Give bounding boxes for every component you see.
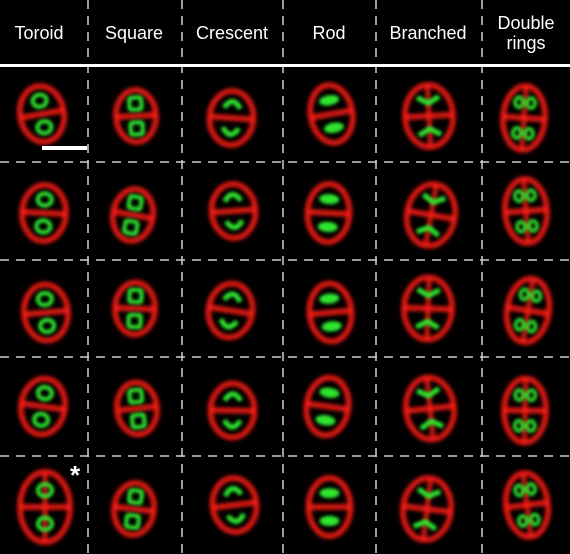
column-header-crescent: Crescent: [195, 23, 269, 43]
cell-double-rings-5: [503, 470, 551, 540]
cell-rod-3: [306, 281, 355, 344]
cell-rod-1: [307, 82, 356, 146]
header-divider-line: [0, 64, 570, 67]
cell-crescent-5: [209, 475, 260, 535]
cell-double-rings-3: [504, 276, 552, 345]
cell-rod-5: [306, 475, 353, 539]
column-header-toroid: Toroid: [14, 23, 64, 43]
column-header-branched: Branched: [389, 23, 467, 43]
cell-rod-2: [304, 181, 353, 245]
column-header-square: Square: [104, 23, 164, 43]
cell-crescent-1: [206, 88, 257, 148]
cell-toroid-5: [17, 469, 73, 545]
column-header-double-rings: Double rings: [497, 13, 555, 53]
cell-branched-4: [403, 375, 457, 442]
asterisk-marker: *: [70, 460, 81, 490]
cell-branched-3: [401, 275, 455, 342]
cell-double-rings-2: [502, 176, 550, 246]
scale-bar: [42, 146, 87, 150]
cell-crescent-4: [207, 381, 258, 440]
cell-branched-2: [404, 181, 458, 249]
cell-branched-5: [400, 475, 454, 543]
cell-crescent-2: [208, 181, 259, 241]
cell-square-2: [110, 186, 156, 244]
cell-crescent-3: [205, 281, 256, 340]
cell-toroid-3: [21, 282, 71, 343]
cell-rod-4: [303, 375, 352, 438]
cell-square-5: [111, 480, 157, 538]
cell-branched-1: [402, 82, 456, 150]
cell-toroid-4: [18, 376, 68, 437]
cell-square-1: [113, 87, 159, 145]
column-header-rod: Rod: [312, 23, 346, 43]
cell-toroid-1: [17, 83, 67, 145]
cell-square-3: [112, 280, 158, 337]
cell-double-rings-4: [501, 376, 549, 445]
cell-double-rings-1: [500, 83, 548, 153]
cell-toroid-2: [19, 182, 69, 244]
cell-square-4: [114, 380, 160, 437]
